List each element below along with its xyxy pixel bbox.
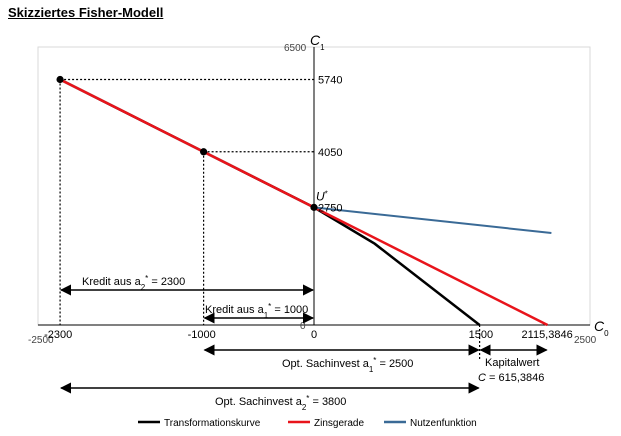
x-tick-label-zero: 0 [311,329,317,341]
label-sachinvest-a1: Opt. Sachinvest a1* = 2500 [282,356,413,374]
label-kredit-a1: Kredit aus a1* = 1000 [205,302,308,320]
data-point-1 [200,148,208,156]
legend-label-0: Transformationskurve [164,418,261,429]
series-line-transformationskurve [59,78,481,326]
x-tick-label-minus2300: -2300 [44,329,72,341]
y-tick-label-4050: 4050 [318,147,342,159]
x-tick-label-1500: 1500 [469,329,493,341]
x-tick-label-2115: 2115,3846 [522,329,573,341]
y-tick-label-2750: 2750 [318,202,342,214]
x-axis-title: C0 [594,318,609,338]
x-tick-label-minus1000: -1000 [188,329,216,341]
x-tick-label-min: -2500 [28,335,54,346]
series-line-zinsgerade [59,78,549,327]
label-kredit-a2: Kredit aus a2* = 2300 [82,274,185,292]
y-axis-title: C1 [310,32,325,52]
label-sachinvest-a2: Opt. Sachinvest a2* = 3800 [215,394,346,412]
legend-label-1: Zinsgerade [314,418,364,429]
y-tick-label-zero: 0 [300,321,306,332]
series-line-nutzenfunktion [313,206,552,234]
y-tick-label-5740: 5740 [318,75,342,87]
data-point-2 [310,203,318,211]
legend-label-2: Nutzenfunktion [410,418,477,429]
y-tick-label-max: 6500 [284,43,307,54]
label-kapitalwert: Kapitalwert [485,357,539,369]
label-kapitalwert-value: C = 615,3846 [478,372,544,384]
x-tick-label-max: 2500 [574,335,597,346]
figure-title: Skizziertes Fisher-Modell [8,5,164,20]
data-point-0 [56,75,64,84]
point-label-u-star: U* [316,189,328,204]
